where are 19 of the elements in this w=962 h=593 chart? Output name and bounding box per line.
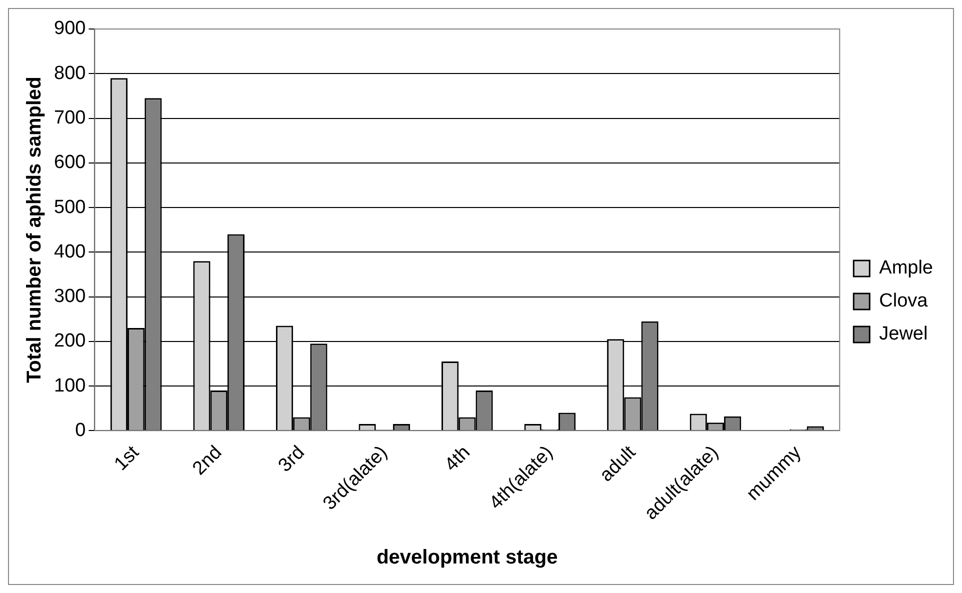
y-tick-label: 700 [54, 107, 86, 128]
x-tick-label: 2nd [188, 442, 226, 480]
y-tick-label: 900 [54, 18, 86, 40]
legend-label: Clova [879, 290, 928, 312]
x-axis-title: development stage [376, 546, 558, 569]
legend-label: Jewel [879, 324, 928, 345]
legend-label: Ample [879, 258, 934, 279]
y-tick-label: 200 [54, 330, 86, 352]
x-tick-label: 4th [440, 442, 474, 476]
y-tick-label: 400 [54, 241, 86, 262]
x-tick-label: 1st [110, 442, 144, 475]
x-tick-label: 3rd [274, 442, 309, 476]
y-axis-title: Total number of aphids sampled [24, 76, 46, 383]
y-tick-label: 0 [75, 420, 86, 441]
y-tick-label: 600 [54, 152, 86, 174]
y-tick-label: 500 [54, 196, 86, 218]
y-tick-label: 800 [54, 62, 86, 84]
y-tick-label: 100 [54, 375, 86, 396]
y-tick-label: 300 [54, 286, 86, 308]
